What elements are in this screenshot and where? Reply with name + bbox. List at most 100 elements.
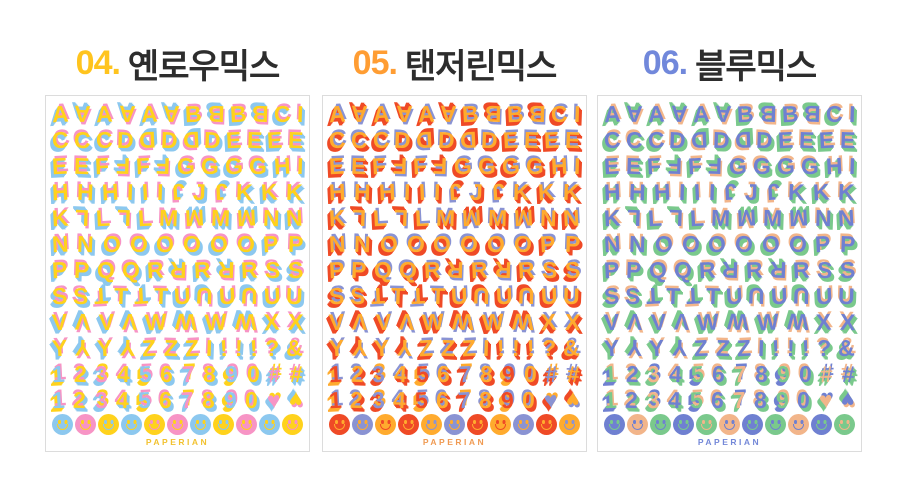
sticker-glyph: Z (440, 334, 456, 362)
sticker-glyph: I (693, 178, 702, 205)
sticker-glyph: E (287, 126, 304, 153)
sticker-row: 1 2 3 4 5 6 7 8 9 0 # # (51, 360, 303, 388)
sticker-glyph: 8 (480, 360, 494, 388)
sticker-glyph: R (193, 256, 212, 284)
sticker-glyph: O (432, 230, 452, 258)
sticker-glyph: B (251, 100, 270, 127)
sticker-glyph: 4 (393, 386, 407, 414)
smiley-face-icon (696, 414, 717, 436)
sticker-glyph: H (378, 178, 397, 206)
sticker-glyph: Y (96, 334, 114, 362)
sticker-glyph: ! (526, 334, 536, 362)
sticker-glyph: W (786, 308, 809, 336)
sticker-glyph: 5 (137, 386, 152, 414)
sticker-glyph: A (328, 100, 347, 128)
sticker-glyph: 0 (798, 360, 813, 388)
sticker-glyph: ! (801, 334, 811, 362)
sticker-glyph: V (375, 308, 392, 336)
sticker-glyph: A (73, 100, 92, 127)
sticker-glyph: M (210, 204, 231, 232)
sticker-glyph: A (95, 100, 114, 128)
sticker-glyph: E (523, 126, 540, 153)
sticker-glyph: O (681, 230, 701, 258)
sticker-glyph: V (121, 308, 138, 336)
sticker-glyph: U (285, 282, 304, 310)
sticker-glyph: R (446, 256, 465, 284)
smiley-face-icon (75, 414, 96, 436)
sticker-glyph: 8 (753, 386, 768, 414)
sticker-glyph: Q (96, 256, 116, 284)
sticker-glyph: T (645, 282, 662, 310)
smiley-face-icon (536, 414, 557, 436)
brand-label: PAPERIAN (145, 436, 210, 447)
sticker-glyph: A (372, 100, 391, 128)
sticker-glyph: & (562, 334, 581, 362)
sticker-glyph: P (350, 256, 368, 284)
sticker-glyph: V (51, 308, 69, 336)
sticker-glyph: 0 (523, 360, 538, 388)
sticker-glyph: 5 (689, 360, 705, 388)
sticker-glyph: N (51, 230, 70, 258)
smiley-face-icon (421, 414, 442, 436)
sticker-glyph: I (141, 178, 150, 205)
sticker-glyph: A (714, 100, 733, 127)
sticker-glyph: A (118, 100, 136, 127)
sticker-glyph: I (156, 178, 165, 205)
sticker-glyph: W (451, 308, 475, 336)
sticker-glyph: 2 (625, 360, 639, 388)
sticker-glyph: T (665, 282, 681, 310)
sticker-glyph: P (603, 256, 621, 284)
sticker-glyph: M (736, 204, 757, 232)
sticker-glyph: 5 (414, 386, 429, 414)
sticker-glyph: E (839, 126, 856, 153)
sticker-glyph: U (196, 282, 214, 310)
smiley-face-icon (259, 414, 280, 436)
sticker-glyph: 6 (436, 360, 451, 388)
sticker-glyph: Q (398, 256, 418, 284)
sticker-glyph: F (392, 152, 408, 179)
sticker-glyph: G (200, 152, 220, 180)
sticker-glyph: M (461, 204, 482, 232)
smiley-face-icon (398, 414, 419, 436)
sticker-glyph: U (770, 282, 789, 310)
sticker-row: 1 2 3 4 5 6 7 8 9 0 ♥ ♥ (328, 386, 580, 414)
sticker-glyph: R (169, 256, 188, 284)
sticker-glyph: 4 (668, 360, 683, 388)
sticker-glyph: F (707, 152, 723, 179)
sticker-glyph: 3 (94, 386, 109, 414)
sticker-glyph: B (736, 100, 755, 128)
smiley-face-icon (98, 414, 119, 436)
smiley-face-icon (52, 414, 73, 436)
sticker-glyph: 5 (137, 360, 153, 388)
sticker-glyph: I (296, 152, 304, 179)
sticker-glyph: 2 (350, 386, 364, 414)
sticker-glyph: I (848, 100, 856, 127)
sticker-glyph: P (262, 230, 280, 258)
sticker-glyph: O (102, 230, 122, 258)
sticker-row: 1 2 3 4 5 6 7 8 9 0 # # (328, 360, 580, 388)
sticker-glyph: E (246, 126, 263, 153)
sticker-glyph: R (721, 256, 740, 284)
sticker-glyph: I (757, 334, 766, 361)
sticker-glyph: G (752, 152, 772, 180)
sticker-glyph: P (51, 256, 69, 284)
sticker-glyph: A (417, 100, 436, 128)
sticker-glyph: 8 (201, 386, 216, 414)
sticker-glyph: W (234, 308, 257, 336)
smiley-face-icon (627, 414, 648, 436)
sticker-glyph: A (692, 100, 711, 128)
sticker-glyph: T (685, 282, 701, 310)
sticker-glyph: J (745, 178, 759, 205)
sticker-glyph: U (517, 282, 536, 310)
sticker-glyph: M (788, 204, 809, 232)
sticker-glyph: U (173, 282, 192, 310)
sticker-glyph: 4 (393, 360, 408, 388)
sticker-glyph: Y (671, 334, 688, 362)
sticker-glyph: & (285, 334, 304, 362)
sticker-glyph: G (501, 152, 521, 180)
